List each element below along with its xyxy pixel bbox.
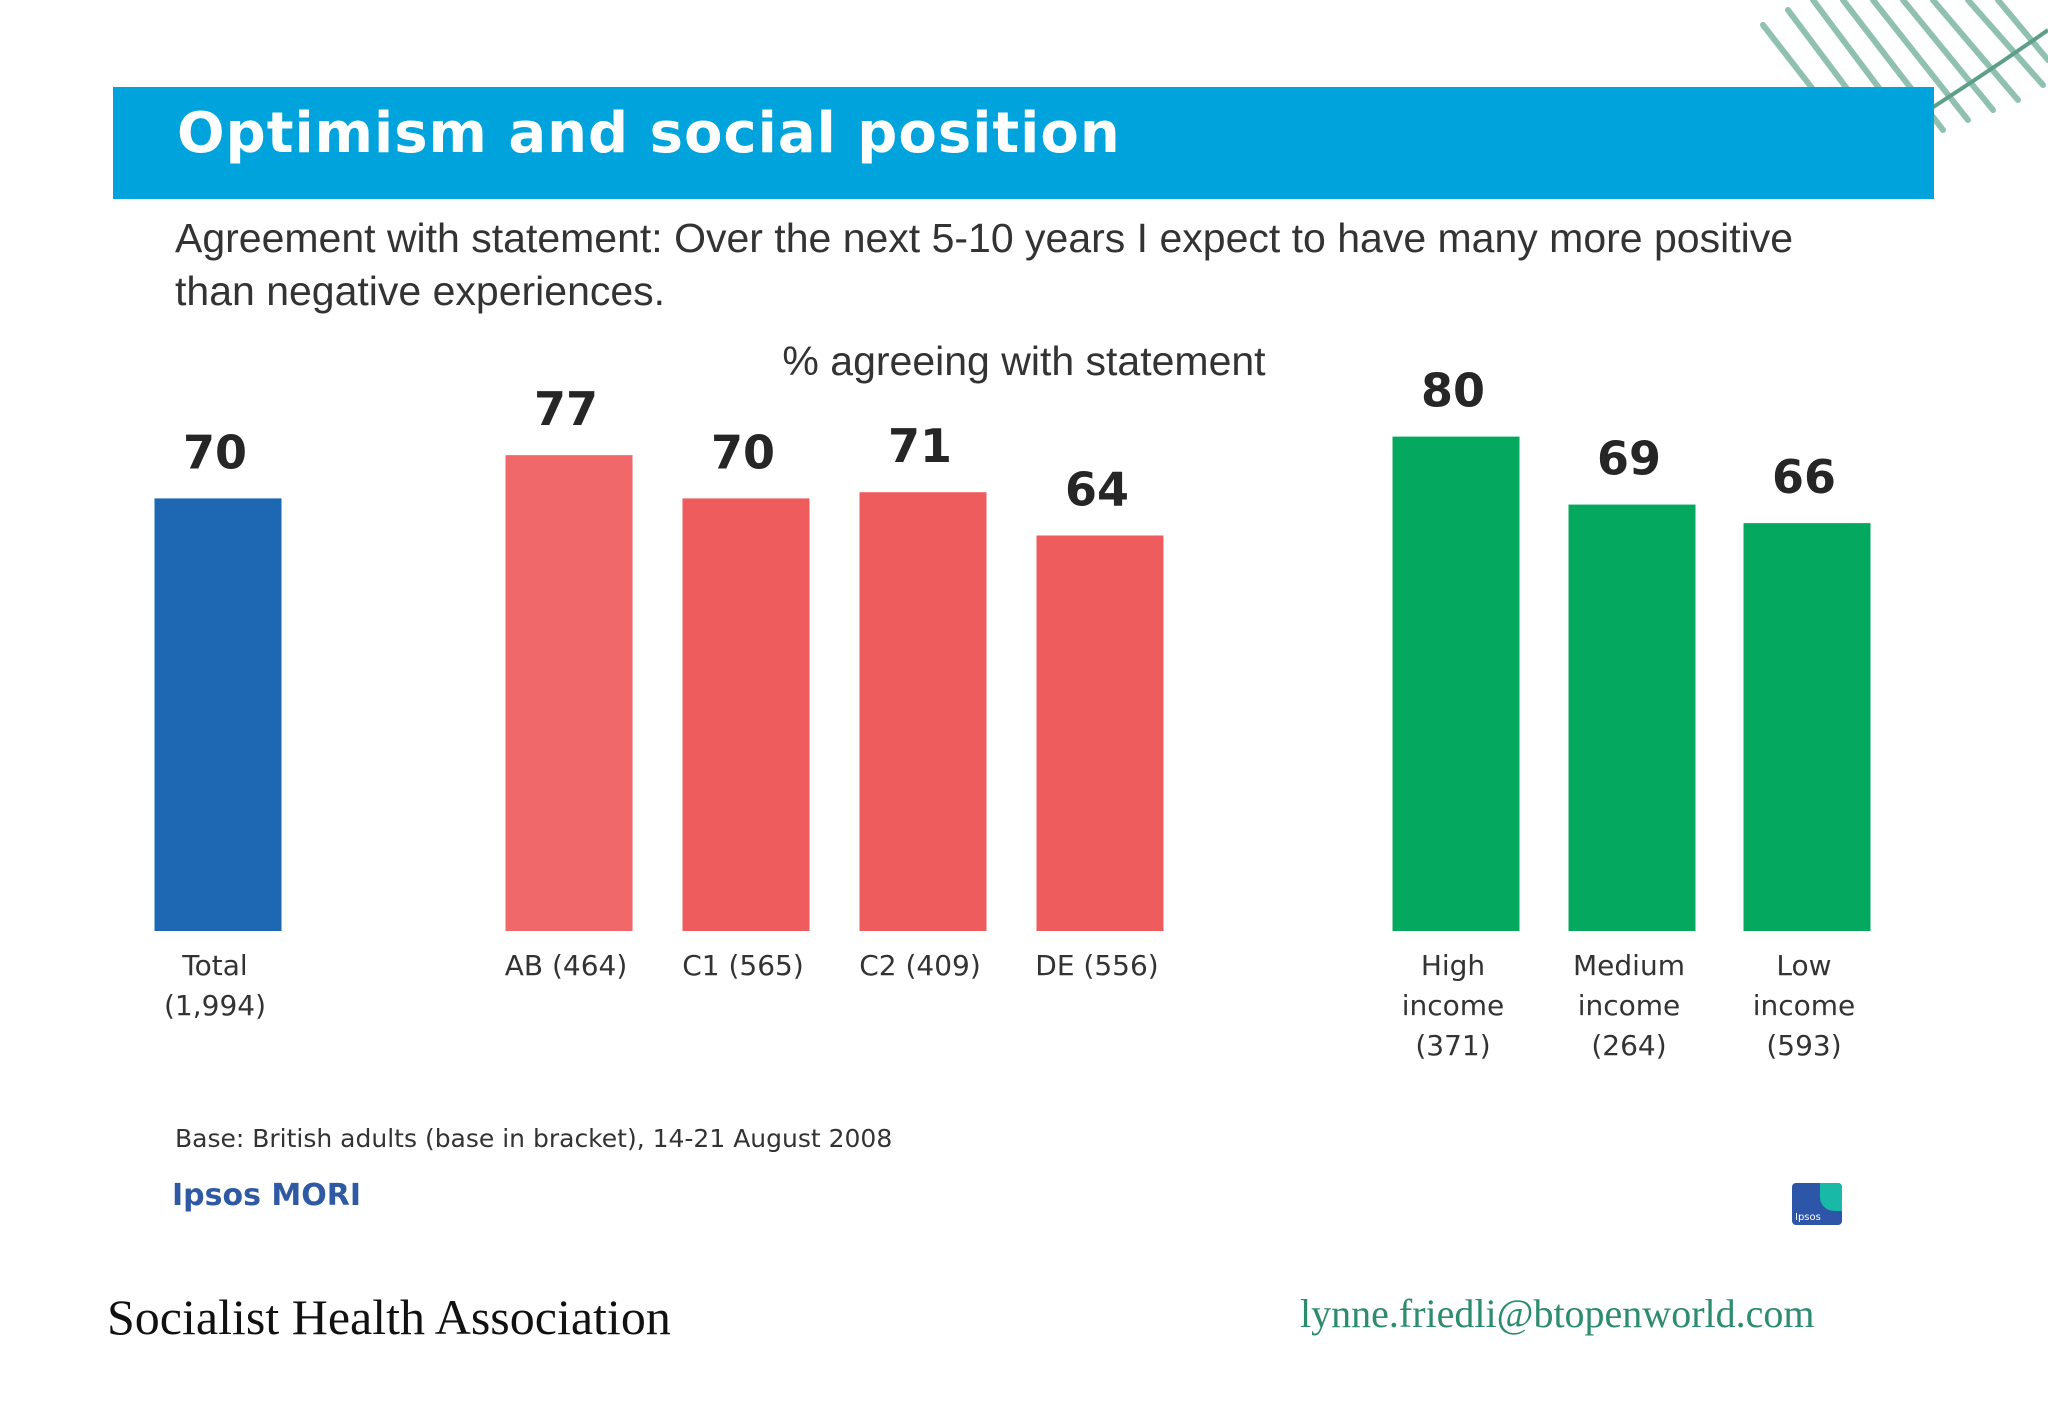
palm-leaf-decoration — [1760, 0, 2048, 163]
bar-group: 70 C1 (565) — [682, 425, 810, 982]
bar-value-label: 64 — [1065, 462, 1129, 516]
bar-value-label: 70 — [183, 425, 247, 479]
category-label: DE (556) — [1035, 949, 1158, 982]
bar-group: 77 AB (464) — [505, 382, 633, 982]
category-label: C1 (565) — [682, 949, 804, 982]
bar-value-label: 66 — [1772, 450, 1836, 504]
category-label: income — [1578, 989, 1681, 1022]
bar-group: 64 DE (556) — [1035, 462, 1164, 982]
bar — [154, 498, 282, 931]
category-label: Medium — [1573, 949, 1685, 982]
bar-value-label: 70 — [711, 425, 775, 479]
bar-group: 71 C2 (409) — [859, 419, 987, 982]
ipsos-mori-brand: Ipsos MORI — [172, 1178, 362, 1213]
category-label: High — [1421, 949, 1485, 982]
bar-value-label: 71 — [888, 419, 952, 473]
bar-group: 66 Low income (593) — [1743, 450, 1871, 1062]
statement-text: Agreement with statement: Over the next … — [175, 215, 1793, 314]
bar-group: 70 Total (1,994) — [154, 425, 282, 1022]
category-label: Low — [1776, 949, 1831, 982]
category-label: income — [1753, 989, 1856, 1022]
logo-leaf-shape — [1820, 1183, 1842, 1211]
category-label: income — [1402, 989, 1505, 1022]
bar-group: 69 Medium income (264) — [1568, 432, 1696, 1062]
logo-text: Ipsos — [1795, 1212, 1821, 1223]
category-label: (371) — [1415, 1029, 1490, 1062]
category-label: (1,994) — [164, 989, 266, 1022]
bar — [1392, 436, 1520, 931]
footer-organization: Socialist Health Association — [107, 1289, 671, 1345]
title-banner: Optimism and social position — [113, 87, 1934, 199]
category-label: Total — [181, 949, 247, 982]
category-label: C2 (409) — [859, 949, 981, 982]
category-label: AB (464) — [505, 949, 628, 982]
bar-value-label: 80 — [1421, 364, 1485, 418]
chart-subtitle: % agreeing with statement — [782, 338, 1266, 384]
bar-group: 80 High income (371) — [1392, 364, 1520, 1062]
category-label: (593) — [1766, 1029, 1841, 1062]
slide-title: Optimism and social position — [177, 101, 1121, 166]
base-note: Base: British adults (base in bracket), … — [175, 1124, 893, 1153]
bar-value-label: 69 — [1597, 432, 1661, 486]
footer-email-link[interactable]: lynne.friedli@btopenworld.com — [1300, 1291, 1815, 1336]
bar — [1036, 535, 1164, 931]
ipsos-logo-icon: Ipsos — [1792, 1183, 1842, 1225]
bar — [505, 455, 633, 931]
bar — [1568, 504, 1696, 931]
bar — [682, 498, 810, 931]
bar — [859, 492, 987, 931]
category-label: (264) — [1591, 1029, 1666, 1062]
bar-value-label: 77 — [534, 382, 598, 436]
bar — [1743, 523, 1871, 931]
